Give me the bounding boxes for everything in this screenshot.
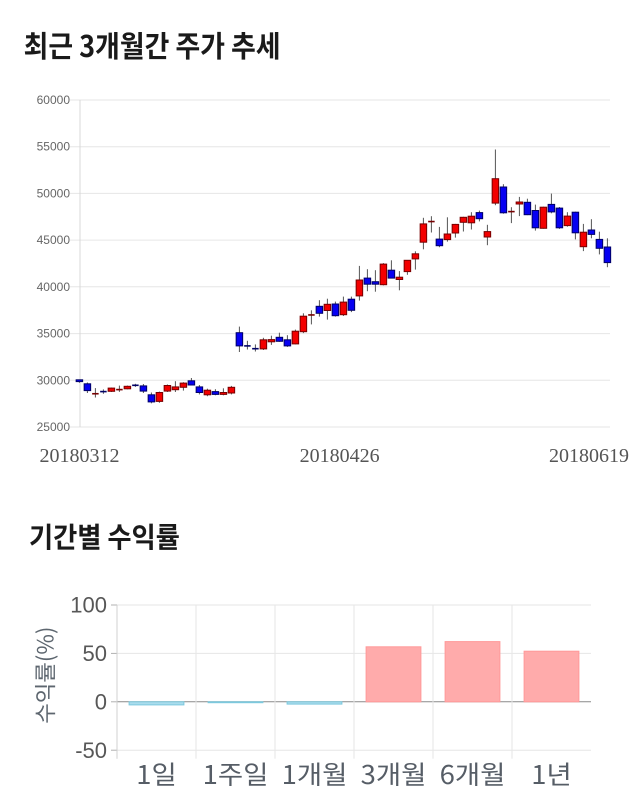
svg-text:35000: 35000 <box>37 327 71 341</box>
svg-text:25000: 25000 <box>37 420 71 434</box>
svg-text:100: 100 <box>70 593 107 618</box>
svg-text:20180426: 20180426 <box>300 445 380 467</box>
svg-text:20180619: 20180619 <box>549 445 629 467</box>
svg-text:45000: 45000 <box>37 233 71 247</box>
svg-text:0: 0 <box>95 689 107 714</box>
svg-text:40000: 40000 <box>37 280 71 294</box>
svg-text:30000: 30000 <box>37 373 71 387</box>
svg-text:-50: -50 <box>75 738 107 763</box>
svg-text:20180312: 20180312 <box>40 445 120 467</box>
svg-text:50: 50 <box>83 641 107 666</box>
svg-text:60000: 60000 <box>37 93 71 107</box>
svg-text:55000: 55000 <box>37 140 71 154</box>
svg-text:50000: 50000 <box>37 186 71 200</box>
